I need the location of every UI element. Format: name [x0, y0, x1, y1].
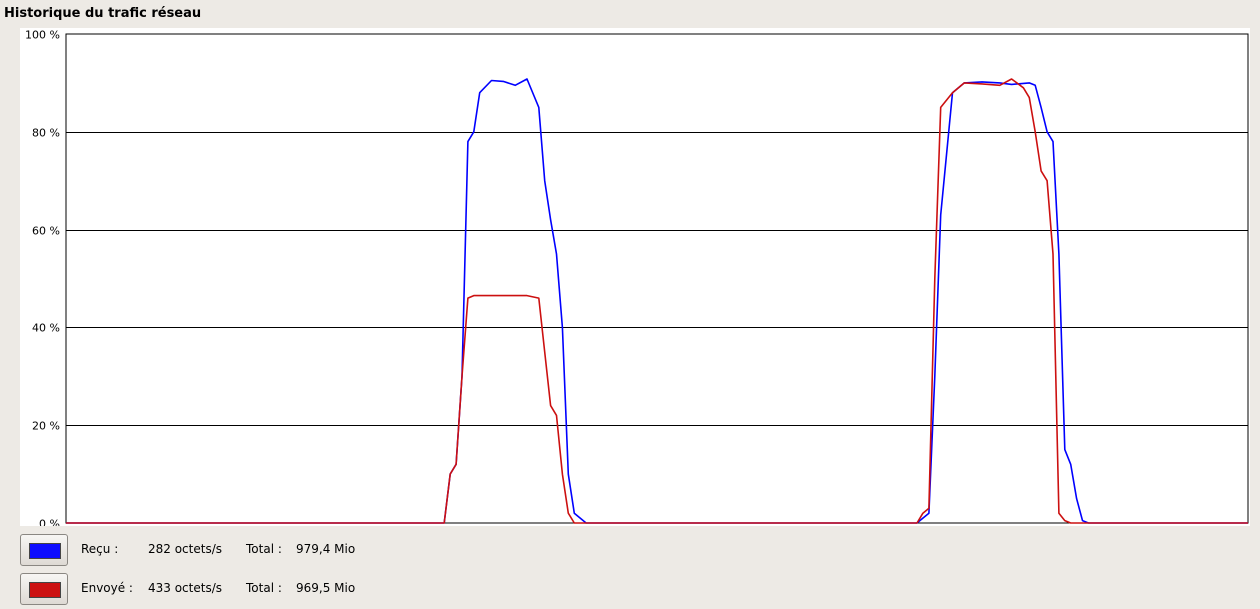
- sent-series-line: [66, 78, 1248, 524]
- received-color-swatch: [29, 543, 61, 559]
- received-color-button[interactable]: [20, 534, 68, 566]
- chart-svg: 100 % 80 % 60 % 40 % 20 % 0 %: [25, 29, 1249, 527]
- y-tick-label: 40 %: [32, 322, 60, 335]
- sent-rate: 433 octets/s: [148, 581, 222, 595]
- legend-sent: Envoyé : 433 octets/s Total : 969,5 Mio: [20, 573, 620, 607]
- y-tick-label: 100 %: [25, 29, 60, 42]
- sent-label: Envoyé :: [81, 581, 133, 595]
- sent-color-swatch: [29, 582, 61, 598]
- y-tick-label: 80 %: [32, 127, 60, 140]
- received-label: Reçu :: [81, 542, 119, 556]
- legend-received: Reçu : 282 octets/s Total : 979,4 Mio: [20, 534, 620, 568]
- y-tick-label: 60 %: [32, 225, 60, 238]
- sent-color-button[interactable]: [20, 573, 68, 605]
- plot-frame: [65, 33, 1249, 524]
- received-rate: 282 octets/s: [148, 542, 222, 556]
- sent-total: 969,5 Mio: [296, 581, 356, 595]
- y-tick-label: 20 %: [32, 420, 60, 433]
- y-tick-label: 0 %: [39, 518, 60, 527]
- received-total: 979,4 Mio: [296, 542, 356, 556]
- section-title: Historique du trafic réseau: [4, 6, 202, 21]
- received-total-label: Total :: [246, 542, 282, 556]
- sent-total-label: Total :: [246, 581, 282, 595]
- network-history-chart: 100 % 80 % 60 % 40 % 20 % 0 %: [20, 28, 1250, 526]
